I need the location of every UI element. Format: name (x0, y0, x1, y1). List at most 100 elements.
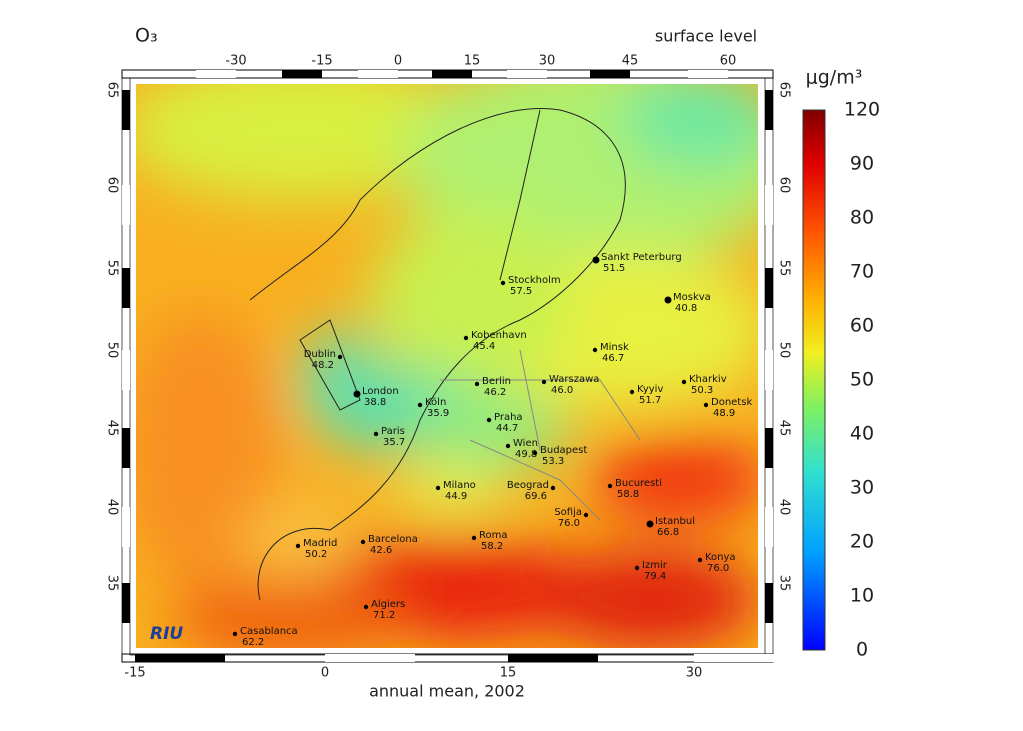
ozone-field (136, 84, 758, 648)
city-value: 38.8 (364, 397, 386, 408)
city-value: 51.7 (639, 395, 661, 406)
city-dot (532, 450, 538, 456)
city-name: Konya (705, 552, 736, 563)
city-dot (463, 335, 469, 341)
city-name: Sankt Peterburg (601, 252, 682, 263)
logo: RIU (150, 624, 183, 644)
colorbar-label: 40 (850, 423, 874, 445)
city-value: 50.2 (305, 549, 327, 560)
city-name: Minsk (600, 342, 629, 353)
city-value: 76.0 (558, 518, 580, 529)
city-dot (373, 431, 379, 437)
city-value: 45.4 (473, 341, 495, 352)
city-name: Milano (443, 480, 476, 491)
city-name: Berlin (482, 376, 511, 387)
city-name: Stockholm (508, 275, 561, 286)
city-value: 44.9 (445, 491, 467, 502)
city-value: 42.6 (370, 545, 392, 556)
city-dot (646, 520, 654, 528)
city-value: 35.7 (383, 437, 405, 448)
city-dot (664, 296, 672, 304)
tick-band (122, 350, 130, 390)
city-value: 79.4 (644, 571, 666, 582)
right-tick-label: 35 (777, 575, 792, 592)
city-value: 35.9 (427, 408, 449, 419)
city-name: Casablanca (240, 626, 298, 637)
city-value: 40.8 (675, 303, 697, 314)
city-value: 66.8 (657, 527, 679, 538)
city-name: Warszawa (549, 374, 599, 385)
tick-band (196, 70, 236, 78)
tick-band (122, 507, 130, 547)
city-value: 71.2 (373, 610, 395, 621)
colorbar-label: 20 (850, 531, 874, 553)
city-name: Donetsk (711, 397, 752, 408)
city-dot (435, 485, 441, 491)
city-value: 58.2 (481, 541, 503, 552)
tick-band (765, 268, 773, 308)
top-tick-label: 45 (622, 54, 639, 69)
city-dot (583, 512, 589, 518)
left-tick-label: 50 (105, 342, 120, 359)
left-tick-label: 55 (105, 260, 120, 277)
tick-band (590, 70, 630, 78)
left-tick-label: 65 (105, 82, 120, 99)
city-value: 50.3 (691, 385, 713, 396)
city-dot (592, 347, 598, 353)
tick-band (507, 70, 547, 78)
city-dot (360, 539, 366, 545)
top-tick-label: 15 (464, 54, 481, 69)
city-name: Madrid (303, 538, 337, 549)
caption: annual mean, 2002 (369, 682, 525, 701)
city-value: 62.2 (242, 637, 264, 648)
city-value: 48.9 (713, 408, 735, 419)
city-value: 53.3 (542, 456, 564, 467)
city-dot (474, 381, 480, 387)
tick-band (135, 654, 225, 662)
city-value: 51.5 (603, 263, 625, 274)
left-tick-label: 60 (105, 177, 120, 194)
city-dot (703, 402, 709, 408)
city-value: 57.5 (510, 286, 532, 297)
city-dot (295, 543, 301, 549)
tick-band (765, 428, 773, 468)
right-tick-label: 55 (777, 260, 792, 277)
colorbar-label: 10 (850, 585, 874, 607)
colorbar-unit: μg/m³ (806, 67, 863, 89)
colorbar (802, 109, 826, 651)
bottom-tick-label: 15 (500, 666, 517, 681)
city-dot (550, 485, 556, 491)
tick-band (765, 350, 773, 390)
tick-band (122, 428, 130, 468)
city-dot (634, 565, 640, 571)
city-dot (471, 535, 477, 541)
top-tick-label: 30 (539, 54, 556, 69)
city-name: Algiers (371, 599, 405, 610)
city-dot (232, 631, 238, 637)
city-value: 44.7 (496, 423, 518, 434)
city-value: 58.8 (617, 489, 639, 500)
city-name: Dublin (304, 349, 336, 360)
right-tick-label: 45 (777, 420, 792, 437)
city-dot (697, 557, 703, 563)
city-name: Istanbul (655, 516, 695, 527)
city-dot (681, 379, 687, 385)
tick-band (325, 654, 415, 662)
right-tick-label: 60 (777, 177, 792, 194)
tick-band (765, 507, 773, 547)
city-name: Paris (381, 426, 405, 437)
tick-band (358, 70, 398, 78)
title: O₃ (135, 25, 158, 47)
city-name: Sofija (554, 507, 582, 518)
city-name: Budapest (540, 445, 587, 456)
tick-band (282, 70, 322, 78)
city-value: 69.6 (525, 491, 547, 502)
tick-band (688, 70, 728, 78)
city-dot (607, 483, 613, 489)
left-tick-label: 35 (105, 575, 120, 592)
top-tick-label: -30 (225, 54, 246, 69)
colorbar-label: 60 (850, 315, 874, 337)
colorbar-label: 90 (850, 153, 874, 175)
colorbar-label: 50 (850, 369, 874, 391)
left-tick-label: 45 (105, 420, 120, 437)
